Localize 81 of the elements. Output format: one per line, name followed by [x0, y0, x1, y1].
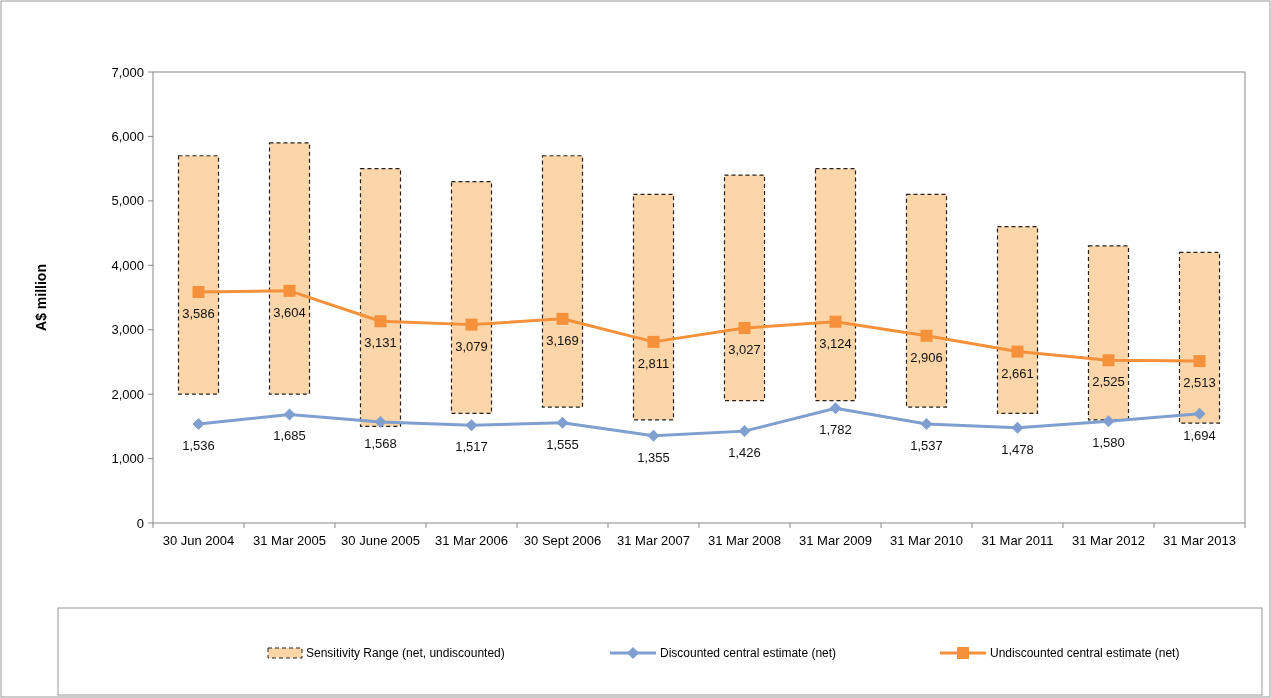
bar: [905, 193, 948, 408]
data-label: 1,685: [273, 428, 306, 444]
bar: [814, 168, 857, 402]
data-label: 1,568: [364, 435, 397, 451]
point: [920, 417, 933, 430]
data-label: 3,027: [728, 341, 761, 357]
point: [829, 315, 842, 328]
x-tick-label: 31 Mar 2006: [435, 533, 508, 548]
point: [1193, 355, 1206, 368]
bar: [1178, 251, 1221, 424]
y-tick-label: 0: [136, 515, 144, 531]
point: [647, 335, 660, 348]
point: [465, 318, 478, 331]
data-label: 3,124: [819, 335, 852, 351]
x-tick-label: 30 June 2005: [341, 533, 420, 548]
point: [1102, 354, 1115, 367]
data-label: 3,131: [364, 335, 397, 351]
bar: [359, 168, 402, 427]
bar: [177, 155, 220, 395]
y-tick-label: 7,000: [111, 64, 144, 80]
data-label: 1,782: [819, 422, 852, 438]
point: [1011, 345, 1024, 358]
legend-label: Discounted central estimate (net): [660, 646, 837, 661]
data-label: 3,169: [546, 332, 579, 348]
legend-label: Sensitivity Range (net, undiscounted): [306, 646, 505, 661]
x-tick-label: 31 Mar 2012: [1072, 533, 1145, 548]
y-tick-label: 5,000: [111, 193, 144, 209]
point: [738, 321, 751, 334]
x-tick-label: 31 Mar 2013: [1163, 533, 1236, 548]
x-tick-label: 31 Mar 2009: [799, 533, 872, 548]
x-tick-label: 30 Sept 2006: [523, 533, 602, 548]
point: [283, 284, 296, 297]
y-tick-label: 3,000: [111, 322, 144, 338]
bar: [723, 174, 766, 402]
point: [283, 408, 296, 421]
data-label: 1,580: [1092, 435, 1125, 451]
point: [556, 312, 569, 325]
data-label: 1,355: [637, 449, 670, 465]
point: [192, 285, 205, 298]
point: [1193, 407, 1206, 420]
data-label: 2,906: [910, 349, 943, 365]
data-label: 3,604: [273, 304, 306, 320]
point: [192, 418, 205, 431]
y-tick-label: 2,000: [111, 386, 144, 402]
data-label: 1,536: [182, 438, 215, 454]
bar: [450, 180, 493, 415]
x-tick-label: 31 Mar 2005: [253, 533, 326, 548]
x-tick-label: 31 Mar 2011: [981, 533, 1054, 548]
data-label: 2,661: [1001, 365, 1034, 381]
point: [374, 315, 387, 328]
x-tick-label: 30 Jun 2004: [162, 533, 235, 548]
point: [829, 402, 842, 415]
bar: [268, 142, 311, 395]
y-axis-title: A$ million: [33, 264, 49, 331]
data-label: 1,537: [910, 437, 943, 453]
y-tick-label: 1,000: [111, 451, 144, 467]
data-label: 2,525: [1092, 374, 1125, 390]
bar: [996, 226, 1039, 415]
data-label: 3,079: [455, 338, 488, 354]
x-tick-label: 31 Mar 2010: [890, 533, 963, 548]
data-label: 1,478: [1001, 441, 1034, 457]
data-label: 3,586: [182, 305, 215, 321]
legend-label: Undiscounted central estimate (net): [990, 646, 1180, 661]
bar: [632, 193, 675, 421]
data-label: 1,517: [455, 439, 488, 455]
x-tick-label: 31 Mar 2007: [617, 533, 690, 548]
point: [556, 416, 569, 429]
point: [465, 419, 478, 432]
point: [738, 425, 751, 438]
bar: [1087, 245, 1130, 421]
data-label: 2,513: [1183, 375, 1216, 391]
bar: [541, 155, 584, 408]
data-label: 2,811: [637, 355, 670, 371]
y-tick-label: 4,000: [111, 257, 144, 273]
point: [920, 329, 933, 342]
point: [374, 415, 387, 428]
y-tick-label: 6,000: [111, 128, 144, 144]
data-label: 1,426: [728, 445, 761, 461]
data-label: 1,694: [1183, 427, 1216, 443]
data-label: 1,555: [546, 436, 579, 452]
x-tick-label: 31 Mar 2008: [708, 533, 781, 548]
